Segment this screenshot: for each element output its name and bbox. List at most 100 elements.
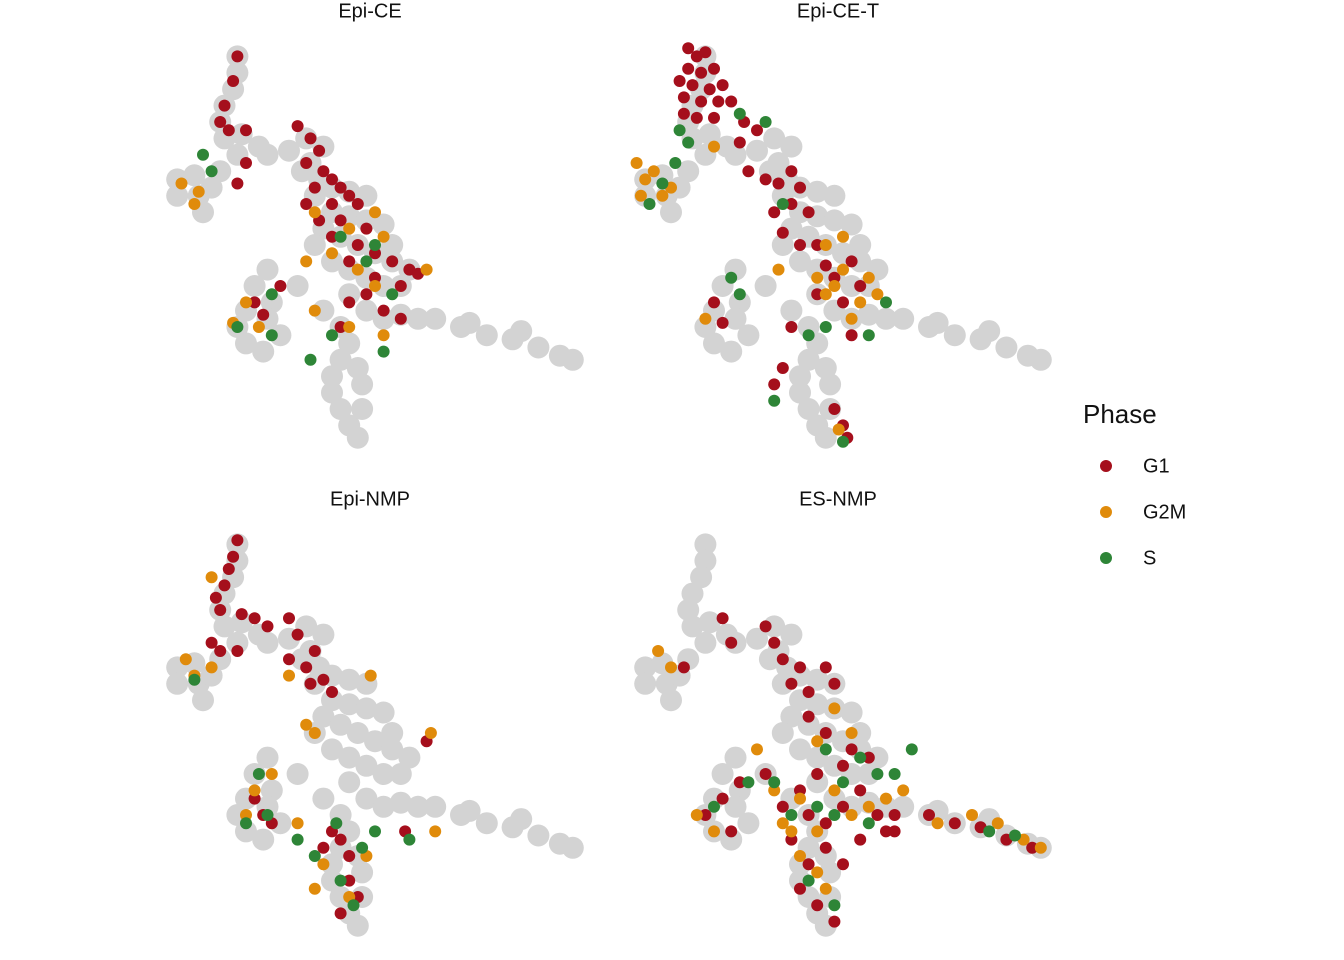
background-cell: [758, 648, 781, 671]
cell-point: [708, 296, 720, 309]
background-cell: [789, 853, 811, 876]
cell-point: [394, 312, 407, 325]
cell-point: [222, 563, 235, 575]
cell-point: [716, 79, 729, 92]
cell-point: [231, 177, 244, 190]
cell-point: [639, 173, 652, 186]
cell-point: [634, 189, 647, 202]
cell-point: [854, 751, 867, 764]
cell-point: [768, 784, 781, 797]
background-cell: [372, 213, 395, 236]
background-cell: [166, 672, 189, 695]
cell-point: [785, 198, 798, 210]
cell-point: [369, 206, 381, 219]
panel-title: Epi-NMP: [330, 488, 410, 510]
cell-point: [828, 702, 841, 715]
panel: ES-NMP: [634, 488, 1052, 937]
cell-point: [386, 288, 399, 301]
cell-point: [725, 825, 738, 838]
cell-point: [888, 825, 901, 838]
cell-point: [214, 116, 227, 128]
cell-point: [643, 198, 656, 210]
cell-point: [240, 296, 252, 309]
cell-point: [733, 107, 746, 120]
cell-point: [819, 841, 832, 854]
cell-point: [386, 255, 399, 268]
cell-point: [776, 226, 789, 239]
cell-point: [308, 727, 321, 739]
cell-point: [811, 866, 824, 879]
cell-point: [811, 735, 824, 748]
cell-point: [283, 612, 295, 625]
background-cell: [561, 836, 584, 859]
background-cell: [252, 340, 275, 363]
cell-point: [647, 165, 660, 178]
cell-point: [845, 727, 858, 739]
cell-point: [819, 259, 832, 272]
cell-point: [751, 743, 763, 756]
legend-label: G2M: [1143, 501, 1186, 523]
cell-point: [343, 321, 356, 333]
cell-point: [240, 124, 252, 137]
background-cell: [256, 746, 279, 769]
cell-point: [343, 222, 356, 235]
background-cell: [424, 795, 447, 818]
cell-point: [708, 800, 720, 813]
cell-point: [819, 239, 832, 251]
cell-point: [776, 362, 789, 374]
background-cell: [814, 845, 837, 867]
cell-point: [300, 157, 313, 169]
cell-point: [828, 915, 841, 928]
cell-point: [394, 280, 407, 292]
cell-point: [214, 604, 227, 616]
cell-point: [304, 353, 317, 366]
cell-point: [931, 817, 944, 830]
cell-point: [686, 79, 699, 92]
cell-point: [326, 173, 338, 186]
cell-point: [845, 809, 858, 821]
background-cell: [200, 176, 223, 199]
cell-point: [828, 677, 841, 690]
cell-point: [231, 645, 244, 657]
cell-point: [862, 329, 875, 342]
cell-point: [218, 579, 231, 592]
background-cell: [312, 623, 335, 646]
cell-point: [248, 296, 261, 309]
cell-point: [231, 321, 244, 333]
background-cell: [166, 184, 189, 207]
cell-point: [197, 148, 209, 161]
cell-point: [300, 255, 313, 268]
cell-point: [369, 280, 381, 292]
background-cell: [660, 201, 682, 224]
cell-point: [360, 255, 373, 268]
cell-point: [794, 850, 806, 862]
cell-point: [785, 677, 798, 690]
background-cell: [252, 828, 275, 851]
background-cell: [806, 180, 829, 203]
cell-point: [326, 329, 338, 342]
cell-point: [308, 304, 321, 317]
background-cell: [338, 771, 361, 794]
cell-point: [369, 825, 381, 838]
cell-point: [218, 99, 231, 112]
cell-point: [837, 263, 849, 276]
background-cell: [892, 307, 915, 330]
cell-point: [205, 571, 218, 584]
cell-point: [699, 312, 712, 325]
background-cell: [235, 820, 257, 843]
cell-point: [308, 850, 321, 862]
cell-point: [802, 710, 815, 723]
cell-point: [690, 111, 703, 124]
background-cell: [424, 307, 447, 330]
background-cell: [1029, 348, 1052, 371]
cell-point: [871, 768, 884, 780]
cell-point: [845, 255, 858, 268]
cell-point: [231, 534, 244, 547]
cell-point: [794, 181, 806, 194]
background-cell: [329, 398, 352, 420]
cell-point: [785, 825, 798, 838]
background-cell: [475, 812, 498, 835]
cell-point: [768, 206, 781, 219]
background-cell: [840, 795, 863, 818]
background-cell: [389, 791, 412, 814]
